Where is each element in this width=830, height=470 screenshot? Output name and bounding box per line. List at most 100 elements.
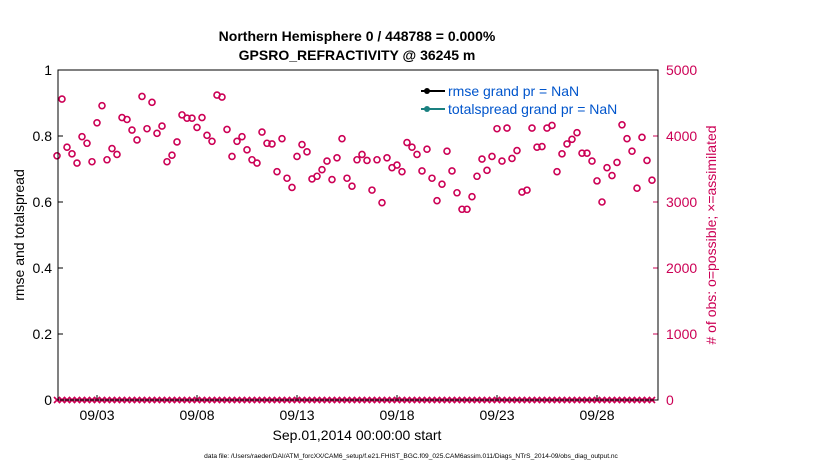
obs-possible-point	[363, 156, 371, 165]
obs-possible-point	[403, 138, 411, 147]
obs-possible-point	[268, 140, 276, 148]
obs-possible-point	[188, 114, 196, 122]
obs-possible-point	[493, 124, 501, 133]
obs-possible-point	[93, 119, 101, 127]
obs-possible-point	[138, 92, 146, 101]
obs-possible-point	[448, 167, 456, 175]
obs-possible-point	[223, 125, 231, 134]
obs-possible-point	[123, 115, 131, 124]
obs-possible-point	[553, 167, 561, 176]
right-y-tick-label: 4000	[666, 128, 697, 144]
obs-possible-point	[458, 205, 466, 214]
obs-possible-point	[203, 131, 211, 140]
obs-possible-point	[258, 128, 266, 136]
right-y-tick-label: 0	[666, 392, 674, 408]
obs-possible-point	[248, 155, 256, 164]
obs-possible-point	[128, 126, 136, 134]
obs-possible-point	[393, 161, 401, 169]
obs-possible-point	[558, 150, 566, 158]
legend-label-rmse: rmse grand pr = NaN	[448, 83, 579, 99]
obs-possible-point	[178, 111, 186, 119]
obs-possible-point	[313, 172, 321, 181]
legend-entry-totalspread: totalspread grand pr = NaN	[421, 101, 617, 117]
obs-possible-point	[643, 156, 651, 165]
legend-marker-rmse	[424, 88, 430, 94]
obs-possible-point	[343, 174, 351, 183]
obs-possible-point	[438, 180, 446, 188]
x-tick-label: 09/03	[79, 407, 114, 423]
obs-possible-point	[58, 95, 66, 103]
obs-possible-point	[398, 167, 406, 176]
obs-possible-point	[163, 157, 171, 166]
obs-possible-series	[53, 91, 656, 214]
obs-possible-point	[453, 188, 461, 197]
obs-possible-point	[198, 113, 206, 122]
plot-area	[58, 70, 658, 400]
obs-possible-point	[133, 136, 141, 144]
obs-possible-point	[598, 198, 606, 206]
obs-possible-point	[293, 152, 301, 161]
obs-possible-point	[98, 101, 106, 110]
x-axis: 09/03 09/08 09/13 09/18 09/23 09/28	[79, 395, 615, 423]
obs-possible-point	[353, 155, 361, 164]
right-y-tick-label: 1000	[666, 326, 697, 342]
obs-possible-point	[173, 138, 181, 146]
obs-possible-point	[288, 183, 296, 192]
left-y-tick-label: 1	[44, 62, 52, 78]
obs-possible-point	[433, 196, 441, 205]
obs-possible-point	[603, 163, 611, 172]
chart-title-line2: GPSRO_REFRACTIVITY @ 36245 m	[239, 47, 476, 63]
obs-possible-point	[473, 172, 481, 181]
obs-possible-point	[218, 93, 226, 101]
left-y-tick-label: 0.2	[33, 326, 53, 342]
obs-possible-point	[143, 124, 151, 133]
obs-possible-point	[468, 192, 476, 201]
obs-possible-point	[563, 140, 571, 148]
obs-possible-point	[318, 165, 326, 174]
x-axis-label: Sep.01,2014 00:00:00 start	[273, 427, 442, 443]
x-tick-label: 09/13	[279, 407, 314, 423]
obs-possible-point	[528, 124, 536, 132]
obs-possible-point	[478, 155, 486, 163]
obs-possible-point	[548, 121, 556, 130]
obs-possible-point	[633, 184, 641, 192]
chart-title: Northern Hemisphere 0 / 448788 = 0.000% …	[219, 28, 496, 63]
legend-entry-rmse: rmse grand pr = NaN	[421, 83, 579, 99]
obs-possible-point	[78, 132, 86, 141]
chart-title-line1: Northern Hemisphere 0 / 448788 = 0.000%	[219, 28, 496, 44]
obs-possible-point	[63, 143, 71, 152]
obs-possible-point	[443, 147, 451, 155]
obs-possible-point	[238, 132, 246, 141]
legend-marker-totalspread	[424, 106, 430, 112]
legend-box	[416, 76, 648, 120]
obs-possible-point	[413, 150, 421, 159]
obs-possible-point	[278, 134, 286, 143]
obs-possible-point	[613, 158, 621, 167]
left-y-tick-label: 0.6	[33, 194, 53, 210]
obs-possible-point	[578, 149, 586, 157]
right-y-tick-label: 3000	[666, 194, 697, 210]
x-tick-label: 09/28	[579, 407, 614, 423]
obs-possible-point	[508, 154, 516, 163]
left-y-tick-label: 0.4	[33, 260, 53, 276]
obs-possible-point	[628, 147, 636, 155]
obs-possible-point	[253, 159, 261, 167]
obs-possible-point	[588, 157, 596, 165]
obs-possible-point	[568, 135, 576, 144]
obs-possible-point	[73, 159, 81, 167]
obs-possible-point	[483, 166, 491, 175]
obs-possible-point	[208, 137, 216, 146]
obs-possible-point	[83, 139, 91, 148]
obs-possible-point	[328, 175, 336, 184]
x-tick-label: 09/23	[479, 407, 514, 423]
x-tick-label: 09/18	[379, 407, 414, 423]
obs-possible-point	[298, 140, 306, 149]
obs-possible-point	[303, 148, 311, 156]
obs-possible-point	[408, 143, 416, 152]
legend-label-totalspread: totalspread grand pr = NaN	[448, 101, 617, 117]
obs-possible-point	[608, 171, 616, 180]
plot-border	[57, 69, 659, 401]
left-y-axis: 0 0.2 0.4 0.6 0.8 1	[33, 62, 63, 408]
obs-possible-point	[418, 167, 426, 175]
